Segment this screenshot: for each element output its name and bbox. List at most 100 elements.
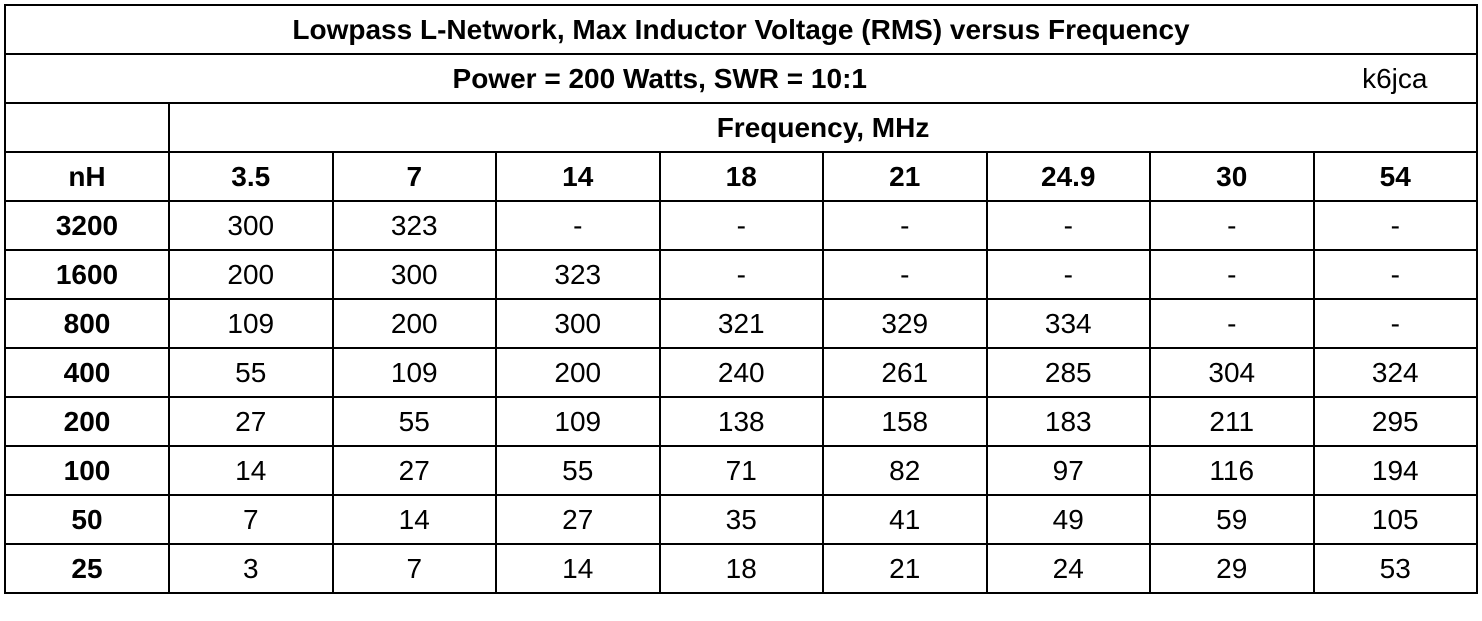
data-cell: -	[1312, 200, 1478, 251]
data-cell: -	[1149, 298, 1315, 349]
row-header: 100	[4, 445, 170, 496]
data-cell: 323	[331, 200, 497, 251]
column-header: nH	[4, 151, 170, 202]
data-cell: 21	[822, 543, 988, 594]
data-cell: 194	[1312, 445, 1478, 496]
data-cell: 14	[331, 494, 497, 545]
data-cell: 324	[1312, 347, 1478, 398]
data-cell: 82	[822, 445, 988, 496]
data-cell: 116	[1149, 445, 1315, 496]
row-header: 400	[4, 347, 170, 398]
data-cell: 41	[822, 494, 988, 545]
data-cell: 200	[331, 298, 497, 349]
data-cell: 200	[168, 249, 334, 300]
data-cell: -	[822, 249, 988, 300]
data-cell: -	[985, 200, 1151, 251]
data-cell: -	[658, 249, 824, 300]
data-cell: -	[822, 200, 988, 251]
row-header: 25	[4, 543, 170, 594]
data-cell: 211	[1149, 396, 1315, 447]
data-row: 100 14 27 55 71 82 97 116 194	[4, 445, 1478, 496]
data-cell: 97	[985, 445, 1151, 496]
group-header: Frequency, MHz	[168, 102, 1478, 153]
data-cell: 304	[1149, 347, 1315, 398]
table-subtitle: Power = 200 Watts, SWR = 10:1	[4, 53, 1314, 104]
data-cell: 35	[658, 494, 824, 545]
data-cell: 55	[168, 347, 334, 398]
data-cell: -	[495, 200, 661, 251]
data-cell: 18	[658, 543, 824, 594]
header-row: nH 3.5 7 14 18 21 24.9 30 54	[4, 151, 1478, 202]
data-cell: 55	[331, 396, 497, 447]
row-header: 1600	[4, 249, 170, 300]
data-cell: 29	[1149, 543, 1315, 594]
data-cell: -	[1312, 298, 1478, 349]
data-cell: 334	[985, 298, 1151, 349]
subtitle-row: Power = 200 Watts, SWR = 10:1 k6jca	[4, 53, 1478, 104]
data-cell: 105	[1312, 494, 1478, 545]
row-header: 50	[4, 494, 170, 545]
group-row: Frequency, MHz	[4, 102, 1478, 153]
empty-cell	[4, 102, 170, 153]
data-row: 1600 200 300 323- - - - -	[4, 249, 1478, 300]
data-cell: 261	[822, 347, 988, 398]
data-cell: 53	[1312, 543, 1478, 594]
table-title: Lowpass L-Network, Max Inductor Voltage …	[4, 4, 1478, 55]
data-cell: -	[1149, 200, 1315, 251]
column-header: 24.9	[985, 151, 1151, 202]
data-cell: 24	[985, 543, 1151, 594]
data-cell: 329	[822, 298, 988, 349]
data-cell: 14	[168, 445, 334, 496]
data-cell: 158	[822, 396, 988, 447]
data-cell: -	[985, 249, 1151, 300]
column-header: 7	[331, 151, 497, 202]
data-cell: 323	[495, 249, 661, 300]
data-cell: 71	[658, 445, 824, 496]
title-row: Lowpass L-Network, Max Inductor Voltage …	[4, 4, 1478, 55]
data-cell: 27	[168, 396, 334, 447]
data-row: 200 27 55 109 138 158 183 211 295	[4, 396, 1478, 447]
column-header: 54	[1312, 151, 1478, 202]
data-cell: 240	[658, 347, 824, 398]
row-header: 800	[4, 298, 170, 349]
data-cell: 321	[658, 298, 824, 349]
data-cell: 3	[168, 543, 334, 594]
data-cell: 27	[331, 445, 497, 496]
data-cell: 138	[658, 396, 824, 447]
data-cell: -	[1312, 249, 1478, 300]
data-cell: 295	[1312, 396, 1478, 447]
data-cell: 200	[495, 347, 661, 398]
column-header: 18	[658, 151, 824, 202]
data-cell: 285	[985, 347, 1151, 398]
data-cell: -	[658, 200, 824, 251]
data-row: 400 55 109 200 240 261 285 304 324	[4, 347, 1478, 398]
column-header: 14	[495, 151, 661, 202]
data-cell: 49	[985, 494, 1151, 545]
column-header: 3.5	[168, 151, 334, 202]
data-cell: 27	[495, 494, 661, 545]
data-cell: 59	[1149, 494, 1315, 545]
data-row: 3200 300 323- - - - - -	[4, 200, 1478, 251]
data-cell: 300	[331, 249, 497, 300]
column-header: 21	[822, 151, 988, 202]
data-row: 50 7 14 27 35 41 49 59 105	[4, 494, 1478, 545]
data-cell: 183	[985, 396, 1151, 447]
row-header: 3200	[4, 200, 170, 251]
author: k6jca	[1313, 53, 1478, 104]
data-cell: 109	[495, 396, 661, 447]
data-cell: 300	[168, 200, 334, 251]
data-cell: 7	[331, 543, 497, 594]
data-cell: 300	[495, 298, 661, 349]
data-cell: 55	[495, 445, 661, 496]
row-header: 200	[4, 396, 170, 447]
data-table: Lowpass L-Network, Max Inductor Voltage …	[4, 4, 1478, 594]
data-cell: 14	[495, 543, 661, 594]
data-cell: -	[1149, 249, 1315, 300]
data-cell: 109	[168, 298, 334, 349]
data-row: 25 3 7 14 18 21 24 29 53	[4, 543, 1478, 594]
column-header: 30	[1149, 151, 1315, 202]
data-cell: 109	[331, 347, 497, 398]
data-row: 800 109 200 300 321 329 334- -	[4, 298, 1478, 349]
data-cell: 7	[168, 494, 334, 545]
